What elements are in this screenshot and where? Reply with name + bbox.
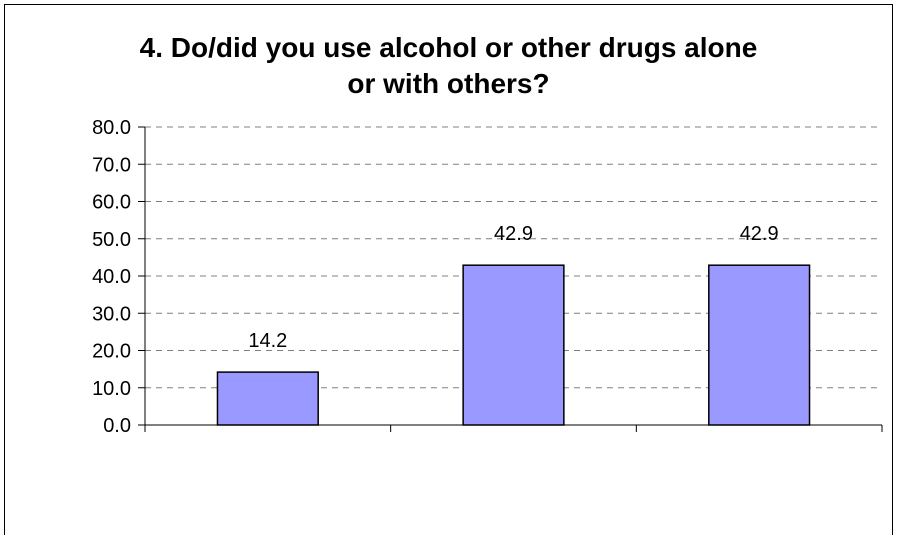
bars — [216, 264, 811, 426]
y-tick-label: 0.0 — [103, 415, 131, 437]
y-tick-label: 40.0 — [92, 266, 131, 288]
y-tick-label: 20.0 — [92, 341, 131, 363]
y-tick-label: 60.0 — [92, 192, 131, 214]
y-tick-label: 30.0 — [92, 303, 131, 325]
y-tick-label: 80.0 — [92, 117, 131, 139]
y-tick-label: 10.0 — [92, 378, 131, 400]
data-label: 42.9 — [494, 223, 533, 245]
bar — [462, 264, 565, 426]
bar — [708, 264, 811, 426]
chart-title-line-2: or with others? — [347, 68, 550, 99]
y-tick-label: 50.0 — [92, 229, 131, 251]
labels: 0.0 10.0 20.0 30.0 40.0 50.0 60.0 70.0 80.0 14.2 4… — [92, 117, 779, 437]
chart-title-line-1: 4. Do/did you use alcohol or other drugs… — [139, 32, 758, 63]
bar — [216, 371, 319, 426]
y-tick-label: 70.0 — [92, 154, 131, 176]
data-label: 42.9 — [740, 223, 779, 245]
chart-title: 4. Do/did you use alcohol or other drugs… — [4, 30, 893, 102]
data-label: 14.2 — [248, 330, 287, 352]
axes — [138, 126, 883, 432]
